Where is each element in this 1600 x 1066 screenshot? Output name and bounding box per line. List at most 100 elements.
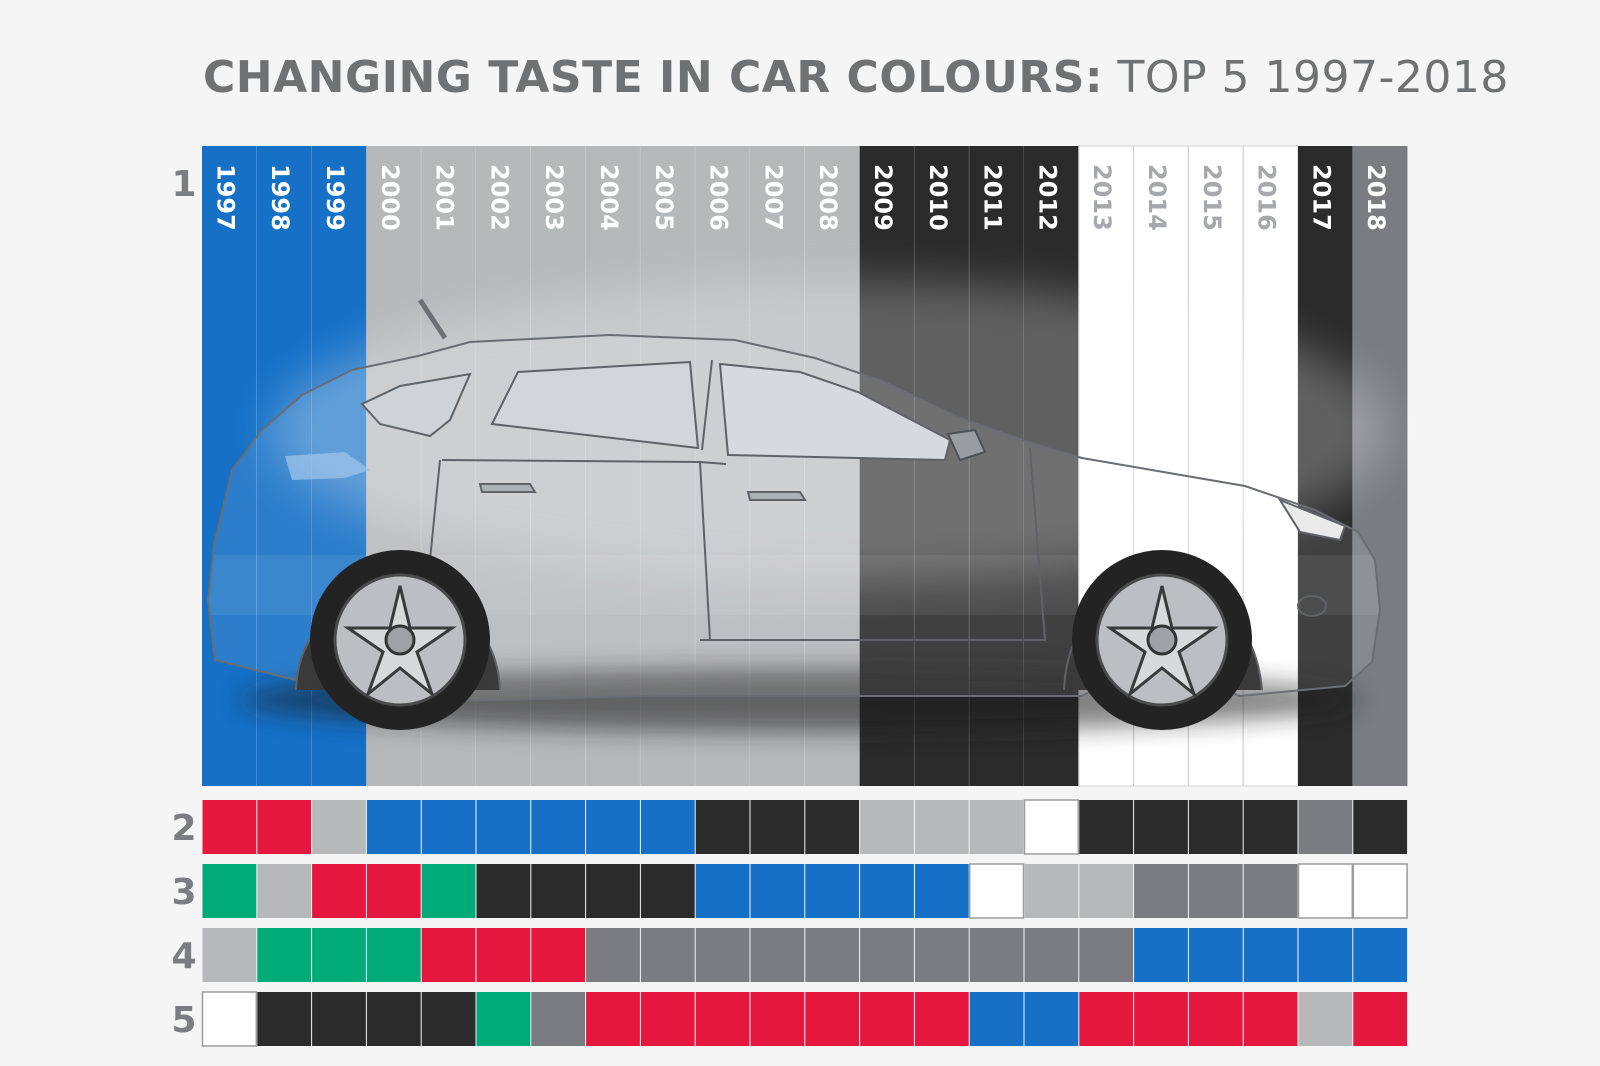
year-label-2004: 2004 [595,164,623,231]
rank-3-cell-2000 [366,864,421,918]
rank-5-cell-2004 [586,992,640,1046]
rank-3-cell-1997 [202,864,257,918]
rank-4-cell-2002 [476,928,531,982]
rank-5-cell-2001 [421,992,476,1046]
rank-2-cell-2010 [914,800,969,854]
car-headlight [1277,497,1347,542]
rank-rows [201,799,1408,1047]
rank-2-cell-2014 [1134,800,1188,854]
rank-3-cell-2017 [1297,863,1354,919]
rank-5-cell-1999 [312,992,366,1046]
rank-labels: 1 2 3 4 5 [171,164,196,1041]
rank-2-cell-2017 [1298,800,1353,854]
rank-2-cell-2004 [586,800,640,854]
rank-2-cell-2009 [860,800,914,854]
year-label-2001: 2001 [431,164,459,231]
car-door-lines [429,359,1047,641]
rank-5-cell-2013 [1079,992,1134,1046]
rank-5-cell-1998 [257,992,312,1046]
rank-3-cell-1999 [312,864,366,918]
car-mirror [946,428,987,462]
car-illustration [206,280,1390,732]
year-label-2011: 2011 [979,164,1007,231]
rank-3-cell-2003 [531,864,586,918]
rank-5-cell-2003 [531,992,586,1046]
rank-4-cell-1997 [202,928,257,982]
car-fog-light [1297,595,1327,617]
rank-3-cell-2018 [1352,863,1408,919]
year-label-2016: 2016 [1253,164,1281,231]
rank-5-cell-2014 [1134,992,1188,1046]
year-label-2000: 2000 [376,164,404,231]
rank-5-cell-2010 [914,992,969,1046]
rank-5-cell-2018 [1353,992,1408,1046]
rank-4-cell-2010 [914,928,969,982]
car-body-outline [206,333,1382,701]
rank-5-cell-2012 [1024,992,1079,1046]
rank-5-cell-2008 [805,992,860,1046]
rank-2-cell-2000 [366,800,421,854]
rank-3-cell-1998 [257,864,312,918]
year-label-2015: 2015 [1198,164,1226,231]
rank-2-cell-2016 [1243,800,1298,854]
rank-4-cell-2015 [1188,928,1243,982]
rank-5-cell-1997 [201,991,258,1047]
rank-5-cell-2000 [366,992,421,1046]
rank-3-cell-2002 [476,864,531,918]
rank-2-cell-1997 [202,800,257,854]
rank-label-1: 1 [171,164,196,205]
rank-4-cell-2004 [586,928,640,982]
car-front-handle [746,491,807,501]
car-rear-window [360,372,472,438]
rank-4-cell-2018 [1353,928,1408,982]
car-rear-door-window [490,360,700,450]
year-label-2005: 2005 [650,164,678,231]
rank-5-cell-2007 [750,992,805,1046]
rank-3-cell-2011 [968,863,1025,919]
rank-label-3: 3 [171,872,196,913]
year-label-2014: 2014 [1143,164,1171,231]
car-rear-handle [478,483,537,493]
rank-3-cell-2012 [1024,864,1079,918]
rank-2-cell-2003 [531,800,586,854]
rank-3-cell-2008 [805,864,860,918]
year-label-2010: 2010 [924,164,952,231]
rank-4-cell-2007 [750,928,805,982]
rank-3-cell-2010 [914,864,969,918]
rank-2-cell-2012 [1023,799,1080,855]
year-label-1998: 1998 [266,164,294,231]
rank-label-4: 4 [171,936,196,977]
rank-3-cell-2013 [1079,864,1134,918]
rank-2-cell-2015 [1188,800,1243,854]
rank-5-cell-2009 [860,992,914,1046]
rank-2-cell-2011 [969,800,1024,854]
rank-2-cell-2006 [695,800,750,854]
year-label-2017: 2017 [1307,164,1335,231]
rank-2-cell-2005 [640,800,695,854]
year-label-2012: 2012 [1033,164,1061,231]
year-label-1999: 1999 [321,164,349,231]
rank-5-cell-2017 [1298,992,1353,1046]
rank-2-cell-2007 [750,800,805,854]
rank-2-cell-2008 [805,800,860,854]
rank-3-cell-2001 [421,864,476,918]
rank-4-cell-2005 [640,928,695,982]
rank-4-cell-2011 [969,928,1024,982]
rank-4-cell-1999 [312,928,366,982]
rank-5-cell-2002 [476,992,531,1046]
rank-4-cell-2016 [1243,928,1298,982]
car-tail-light [285,452,370,480]
rank-3-cell-2005 [640,864,695,918]
rank-2-cell-2002 [476,800,531,854]
year-label-2018: 2018 [1362,164,1390,231]
rank-3-cell-2004 [586,864,640,918]
year-label-2002: 2002 [485,164,513,231]
year-label-2009: 2009 [869,164,897,231]
title-bold: CHANGING TASTE IN CAR COLOURS: [203,52,1103,103]
rank-2-cell-2013 [1079,800,1134,854]
rank-1-cell-1997 [202,146,257,786]
rank-4-cell-2008 [805,928,860,982]
title-light: TOP 5 1997-2018 [1117,52,1509,103]
